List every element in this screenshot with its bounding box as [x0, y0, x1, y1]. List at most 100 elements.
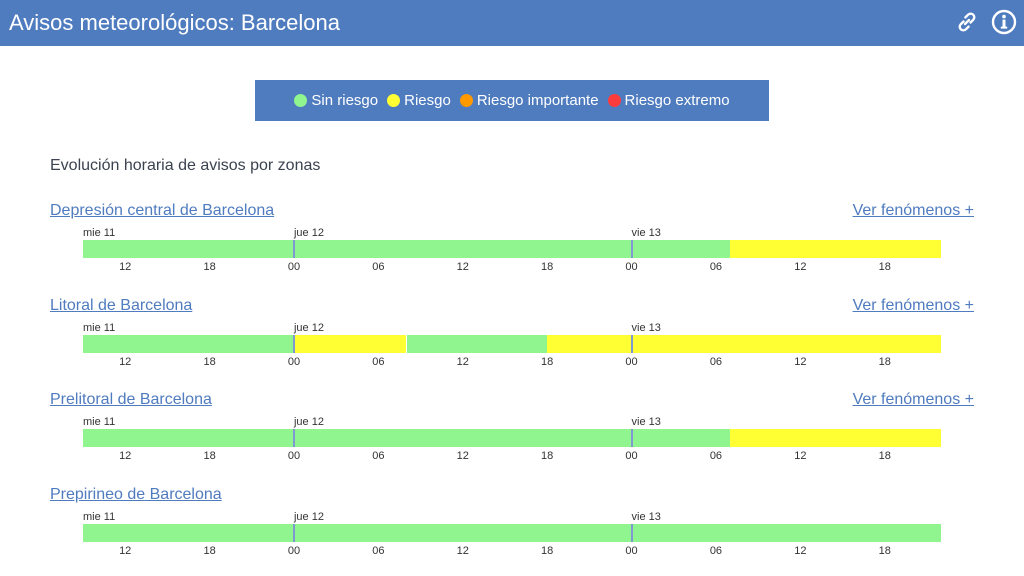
hour-tick-label: 12 [456, 356, 469, 368]
day-divider [630, 335, 633, 353]
hour-tick-label: 12 [456, 450, 469, 462]
hour-tick-label: 00 [287, 450, 301, 462]
risk-timeline[interactable] [83, 240, 941, 258]
hour-tick-label: 00 [625, 545, 638, 557]
info-icon[interactable] [990, 8, 1018, 36]
hour-tick-label: 12 [119, 356, 132, 368]
day-divider [630, 240, 633, 258]
zone-depresion-central: Depresión central de Barcelona Ver fenóm… [0, 202, 1024, 292]
risk-segment [83, 524, 941, 542]
hour-tick-label: 06 [372, 450, 385, 462]
risk-timeline[interactable] [83, 429, 941, 447]
hour-tick-label: 18 [878, 261, 891, 273]
legend-item-sin-riesgo: Sin riesgo [294, 92, 378, 109]
hour-tick-label: 00 [287, 261, 301, 273]
day-label: jue 12 [293, 511, 324, 523]
page-title: Avisos meteorológicos: Barcelona [9, 10, 340, 35]
hour-tick-label: 12 [456, 545, 469, 557]
hour-tick-label: 18 [878, 450, 891, 462]
hour-tick-label: 06 [709, 450, 723, 462]
hour-tick-label: 12 [456, 261, 469, 273]
hour-tick-label: 18 [541, 450, 554, 462]
hour-tick-label: 12 [119, 261, 132, 273]
risk-legend: Sin riesgo Riesgo Riesgo importante Ries… [255, 80, 769, 121]
day-label: jue 12 [293, 416, 324, 428]
day-label: vie 13 [631, 322, 661, 334]
day-label: mie 11 [83, 416, 116, 428]
zone-prepirineo: Prepirineo de Barcelona mie 11 jue 12 vi… [0, 486, 1024, 576]
day-label: mie 11 [83, 227, 116, 239]
hour-tick-label: 06 [372, 545, 385, 557]
hour-tick-label: 18 [203, 356, 216, 368]
risk-segment [547, 335, 941, 353]
dot-icon [294, 94, 308, 107]
zone-name-link[interactable]: Litoral de Barcelona [50, 297, 193, 314]
zone-prelitoral: Prelitoral de Barcelona Ver fenómenos + … [0, 391, 1024, 481]
app-header: Avisos meteorológicos: Barcelona [0, 0, 1024, 46]
hour-tick-label: 18 [878, 356, 891, 368]
day-label: jue 12 [293, 227, 324, 239]
link-icon[interactable] [953, 8, 981, 36]
hour-tick-label: 00 [625, 356, 638, 368]
legend-label: Riesgo importante [476, 92, 599, 109]
hour-tick-label: 12 [794, 261, 807, 273]
day-label: jue 12 [293, 322, 324, 334]
hour-tick-label: 06 [709, 261, 723, 273]
legend-item-riesgo-extremo: Riesgo extremo [607, 92, 730, 109]
hour-tick-label: 18 [203, 450, 216, 462]
dot-icon [607, 94, 621, 107]
risk-segment [83, 429, 731, 447]
legend-label: Riesgo [404, 92, 451, 109]
ver-fenomenos-link[interactable]: Ver fenómenos + [852, 391, 974, 408]
hour-tick-label: 00 [287, 356, 301, 368]
day-divider [630, 524, 633, 542]
day-divider [292, 524, 295, 542]
zone-name-link[interactable]: Depresión central de Barcelona [50, 202, 275, 219]
ver-fenomenos-link[interactable]: Ver fenómenos + [852, 202, 974, 219]
hour-tick-label: 06 [709, 356, 723, 368]
hour-tick-label: 12 [119, 545, 132, 557]
hour-tick-label: 00 [625, 450, 638, 462]
hour-tick-label: 18 [541, 545, 554, 557]
hour-tick-label: 12 [794, 450, 807, 462]
day-label: mie 11 [83, 322, 116, 334]
hour-tick-label: 18 [541, 356, 554, 368]
hour-tick-label: 06 [709, 545, 723, 557]
day-divider [292, 429, 295, 447]
day-label: vie 13 [631, 227, 661, 239]
day-label: vie 13 [631, 511, 661, 523]
hour-tick-label: 12 [794, 545, 807, 557]
risk-segment [730, 240, 941, 258]
risk-segment [293, 335, 407, 353]
day-label: vie 13 [631, 416, 661, 428]
hour-tick-label: 12 [794, 356, 807, 368]
risk-segment [730, 429, 941, 447]
hour-tick-label: 18 [541, 261, 554, 273]
zone-name-link[interactable]: Prepirineo de Barcelona [50, 486, 222, 503]
hour-tick-label: 00 [287, 545, 301, 557]
hour-tick-label: 12 [119, 450, 132, 462]
dot-icon [387, 94, 401, 107]
legend-label: Sin riesgo [311, 92, 379, 109]
hour-tick-label: 06 [372, 356, 385, 368]
hour-tick-label: 18 [203, 545, 216, 557]
risk-timeline[interactable] [83, 524, 941, 542]
day-divider [630, 429, 633, 447]
zone-litoral: Litoral de Barcelona Ver fenómenos + mie… [0, 297, 1024, 387]
day-label: mie 11 [83, 511, 116, 523]
legend-label: Riesgo extremo [624, 92, 730, 109]
risk-segment [406, 335, 548, 353]
ver-fenomenos-link[interactable]: Ver fenómenos + [852, 297, 974, 314]
zone-name-link[interactable]: Prelitoral de Barcelona [50, 391, 212, 408]
hour-tick-label: 06 [372, 261, 385, 273]
section-title: Evolución horaria de avisos por zonas [50, 157, 321, 174]
legend-item-riesgo: Riesgo [387, 92, 451, 109]
risk-segment [83, 240, 731, 258]
hour-tick-label: 00 [625, 261, 638, 273]
dot-icon [459, 94, 473, 107]
legend-item-riesgo-importante: Riesgo importante [459, 92, 599, 109]
risk-timeline[interactable] [83, 335, 941, 353]
hour-tick-label: 18 [203, 261, 216, 273]
day-divider [292, 335, 295, 353]
hour-tick-label: 18 [878, 545, 891, 557]
